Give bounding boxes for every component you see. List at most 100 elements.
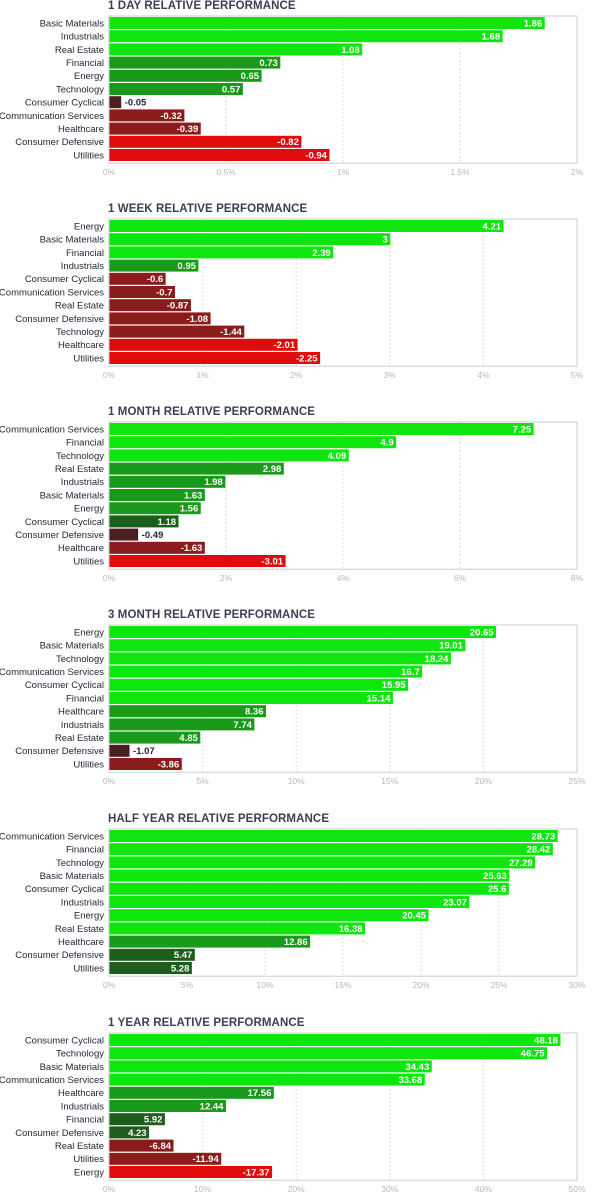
value-label: 19.01	[439, 641, 463, 652]
bar[interactable]	[109, 1152, 222, 1165]
category-label: Consumer Defensive	[15, 137, 104, 148]
category-label: Energy	[74, 71, 104, 82]
bar[interactable]	[109, 896, 470, 908]
bar[interactable]	[109, 541, 205, 554]
bar[interactable]	[109, 135, 302, 148]
bar[interactable]	[109, 69, 262, 82]
category-label: Technology	[56, 327, 104, 338]
bar[interactable]	[109, 1047, 548, 1060]
bar[interactable]	[109, 149, 330, 161]
bar[interactable]	[109, 856, 536, 869]
bar[interactable]	[109, 1060, 432, 1073]
tick-label: 15%	[381, 776, 398, 786]
tick-label: 15%	[334, 980, 351, 990]
bar[interactable]	[109, 1034, 561, 1046]
bar[interactable]	[109, 436, 397, 449]
bar[interactable]	[109, 909, 429, 922]
bar[interactable]	[109, 17, 545, 29]
bar[interactable]	[109, 122, 201, 135]
bar[interactable]	[109, 56, 281, 69]
value-label: -1.63	[181, 543, 203, 554]
bar[interactable]	[109, 718, 255, 731]
bar[interactable]	[109, 515, 179, 528]
bar[interactable]	[109, 843, 553, 856]
bar[interactable]	[109, 325, 245, 338]
bar[interactable]	[109, 652, 451, 665]
bar[interactable]	[109, 272, 166, 285]
category-label: Healthcare	[58, 1088, 104, 1099]
bar[interactable]	[109, 30, 503, 43]
bar[interactable]	[109, 678, 409, 691]
bar[interactable]	[109, 83, 243, 95]
bar[interactable]	[109, 462, 284, 475]
category-label: Healthcare	[58, 340, 104, 351]
value-label: 28.73	[531, 831, 555, 842]
bar[interactable]	[109, 1073, 425, 1086]
bar[interactable]	[109, 626, 497, 638]
bar[interactable]	[109, 922, 366, 935]
bar[interactable]	[109, 312, 211, 325]
bar[interactable]	[109, 109, 185, 122]
bar[interactable]	[109, 1126, 150, 1139]
category-label: Financial	[66, 248, 104, 259]
bar[interactable]	[109, 528, 139, 541]
category-label: Utilities	[73, 759, 104, 770]
tick-label: 1%	[196, 370, 209, 380]
bar[interactable]	[109, 449, 349, 462]
bar[interactable]	[109, 731, 201, 744]
bar[interactable]	[109, 423, 534, 435]
value-label: 18.24	[425, 654, 449, 665]
bar[interactable]	[109, 758, 182, 770]
bar[interactable]	[109, 869, 510, 882]
bar[interactable]	[109, 475, 226, 488]
bar[interactable]	[109, 555, 286, 567]
bar[interactable]	[109, 246, 334, 259]
bar[interactable]	[109, 299, 191, 312]
value-label: 5.28	[171, 963, 190, 974]
bar[interactable]	[109, 705, 266, 718]
value-label: -0.94	[305, 150, 327, 161]
bar[interactable]	[109, 286, 176, 298]
value-label: -17.37	[243, 1167, 270, 1178]
tick-label: 8%	[571, 573, 584, 583]
bar[interactable]	[109, 220, 504, 232]
bar[interactable]	[109, 962, 192, 974]
bar[interactable]	[109, 830, 558, 842]
bar-chart-1-week: Energy 4.21 Basic Materials 3 Financial 2.39 I…	[0, 218, 584, 380]
value-label: 20.45	[402, 911, 426, 922]
bar[interactable]	[109, 882, 509, 895]
bar[interactable]	[109, 935, 311, 948]
bar[interactable]	[109, 352, 321, 364]
category-label: Consumer Defensive	[15, 530, 104, 541]
bar[interactable]	[109, 1113, 165, 1126]
value-label: -6.84	[149, 1141, 171, 1152]
bar[interactable]	[109, 233, 391, 246]
bar[interactable]	[109, 96, 122, 109]
category-label: Consumer Cyclical	[25, 98, 104, 109]
value-label: 16.38	[339, 924, 363, 935]
category-label: Financial	[66, 1115, 104, 1126]
bar[interactable]	[109, 665, 423, 678]
bar[interactable]	[109, 744, 130, 757]
plot-frame	[108, 421, 578, 570]
tick-label: 2%	[290, 370, 303, 380]
bar[interactable]	[109, 692, 393, 704]
bar[interactable]	[109, 639, 466, 652]
category-label: Healthcare	[58, 707, 104, 718]
value-label: 1.56	[180, 504, 199, 515]
category-label: Consumer Cyclical	[25, 517, 104, 528]
bar[interactable]	[109, 338, 298, 351]
bar[interactable]	[109, 948, 195, 961]
bar[interactable]	[109, 1166, 273, 1178]
value-label: 48.18	[534, 1035, 558, 1046]
bar[interactable]	[109, 1139, 174, 1152]
category-label: Communication Services	[0, 667, 104, 678]
bar[interactable]	[109, 1100, 226, 1112]
bar[interactable]	[109, 1086, 274, 1099]
bar[interactable]	[109, 43, 363, 56]
bar[interactable]	[109, 489, 205, 501]
bar[interactable]	[109, 259, 199, 272]
plot-frame	[108, 218, 578, 367]
category-label: Technology	[56, 84, 104, 95]
bar[interactable]	[109, 502, 201, 515]
